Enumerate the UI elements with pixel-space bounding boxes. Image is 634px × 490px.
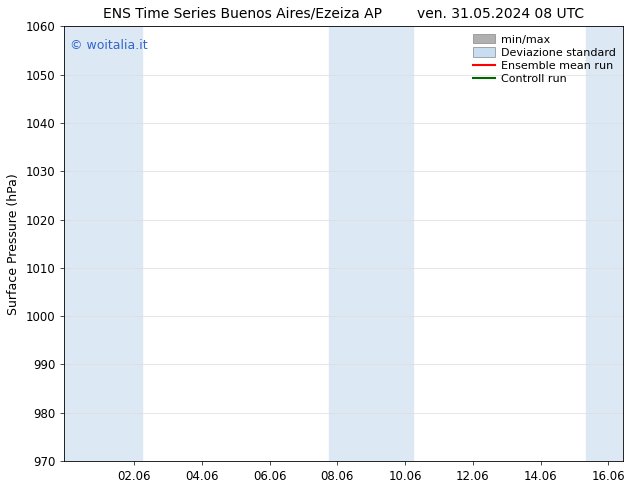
Bar xyxy=(64,26,142,461)
Legend: min/max, Deviazione standard, Ensemble mean run, Controll run: min/max, Deviazione standard, Ensemble m… xyxy=(470,32,618,86)
Bar xyxy=(586,26,623,461)
Title: ENS Time Series Buenos Aires/Ezeiza AP        ven. 31.05.2024 08 UTC: ENS Time Series Buenos Aires/Ezeiza AP v… xyxy=(103,7,585,21)
Bar xyxy=(328,26,413,461)
Text: © woitalia.it: © woitalia.it xyxy=(70,39,148,52)
Y-axis label: Surface Pressure (hPa): Surface Pressure (hPa) xyxy=(7,173,20,315)
